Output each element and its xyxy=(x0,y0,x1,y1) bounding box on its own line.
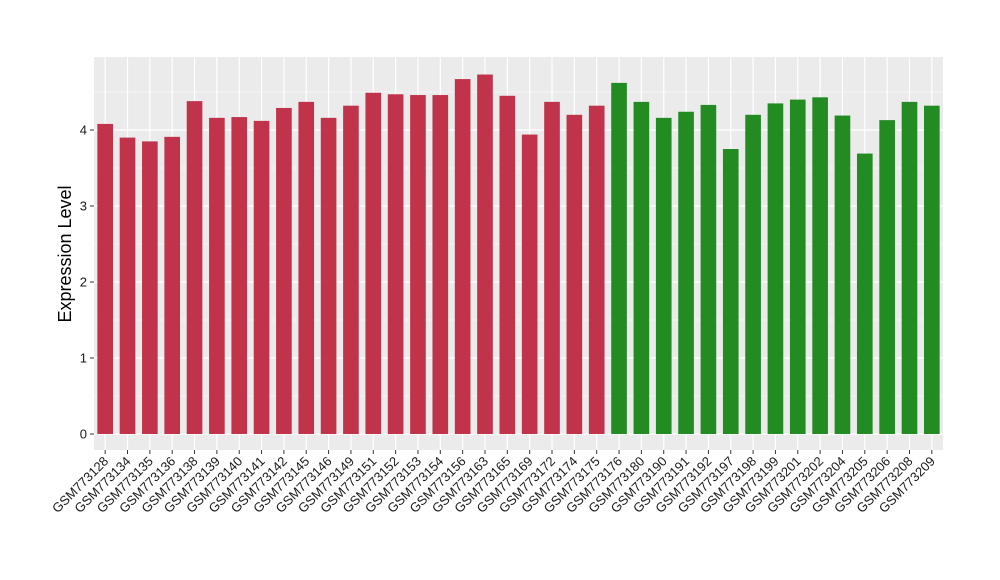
bar-GSM773146 xyxy=(320,117,337,434)
bar-GSM773192 xyxy=(700,104,717,435)
bar-GSM773174 xyxy=(566,114,583,435)
bar-GSM773136 xyxy=(164,136,181,434)
bars xyxy=(97,74,940,435)
y-axis-title: Expression Level xyxy=(55,185,75,322)
bar-GSM773209 xyxy=(924,105,940,435)
bar-GSM773176 xyxy=(611,82,627,434)
bar-GSM773140 xyxy=(231,117,248,434)
bar-GSM773156 xyxy=(454,79,471,434)
bar-GSM773190 xyxy=(655,117,672,434)
bar-GSM773134 xyxy=(119,137,136,434)
bar-GSM773198 xyxy=(745,114,761,435)
y-tick-label: 4 xyxy=(80,123,87,138)
bar-GSM773175 xyxy=(588,105,605,435)
y-axis: 0 1 2 3 4 xyxy=(80,123,94,442)
bar-GSM773154 xyxy=(432,95,449,434)
bar-GSM773169 xyxy=(521,134,538,434)
bar-GSM773206 xyxy=(879,120,895,435)
bar-GSM773199 xyxy=(767,103,784,435)
bar-GSM773142 xyxy=(276,107,292,435)
bar-GSM773172 xyxy=(544,101,560,434)
bar-GSM773151 xyxy=(365,92,382,434)
bar-GSM773128 xyxy=(97,123,113,435)
bar-GSM773165 xyxy=(499,95,516,435)
bar-GSM773180 xyxy=(633,101,650,434)
x-axis: GSM773128GSM773134GSM773135GSM773136GSM7… xyxy=(49,450,938,516)
y-tick-label: 3 xyxy=(80,199,87,214)
bar-GSM773135 xyxy=(142,141,158,434)
bar-GSM773149 xyxy=(343,105,359,435)
y-tick-label: 0 xyxy=(80,427,87,442)
bar-GSM773153 xyxy=(410,95,426,434)
bar-GSM773152 xyxy=(387,94,404,434)
bar-GSM773141 xyxy=(253,120,270,434)
bar-GSM773204 xyxy=(834,115,851,434)
bar-GSM773163 xyxy=(477,74,493,435)
bar-GSM773197 xyxy=(722,149,739,434)
y-tick-label: 2 xyxy=(80,275,87,290)
bar-GSM773205 xyxy=(856,153,873,434)
bar-GSM773191 xyxy=(678,111,694,434)
bar-GSM773138 xyxy=(186,101,203,435)
bar-GSM773208 xyxy=(901,101,918,434)
bar-GSM773202 xyxy=(812,97,828,434)
bar-GSM773201 xyxy=(789,99,806,434)
y-tick-label: 1 xyxy=(80,351,87,366)
bar-GSM773145 xyxy=(298,101,315,434)
bar-GSM773139 xyxy=(209,117,225,434)
